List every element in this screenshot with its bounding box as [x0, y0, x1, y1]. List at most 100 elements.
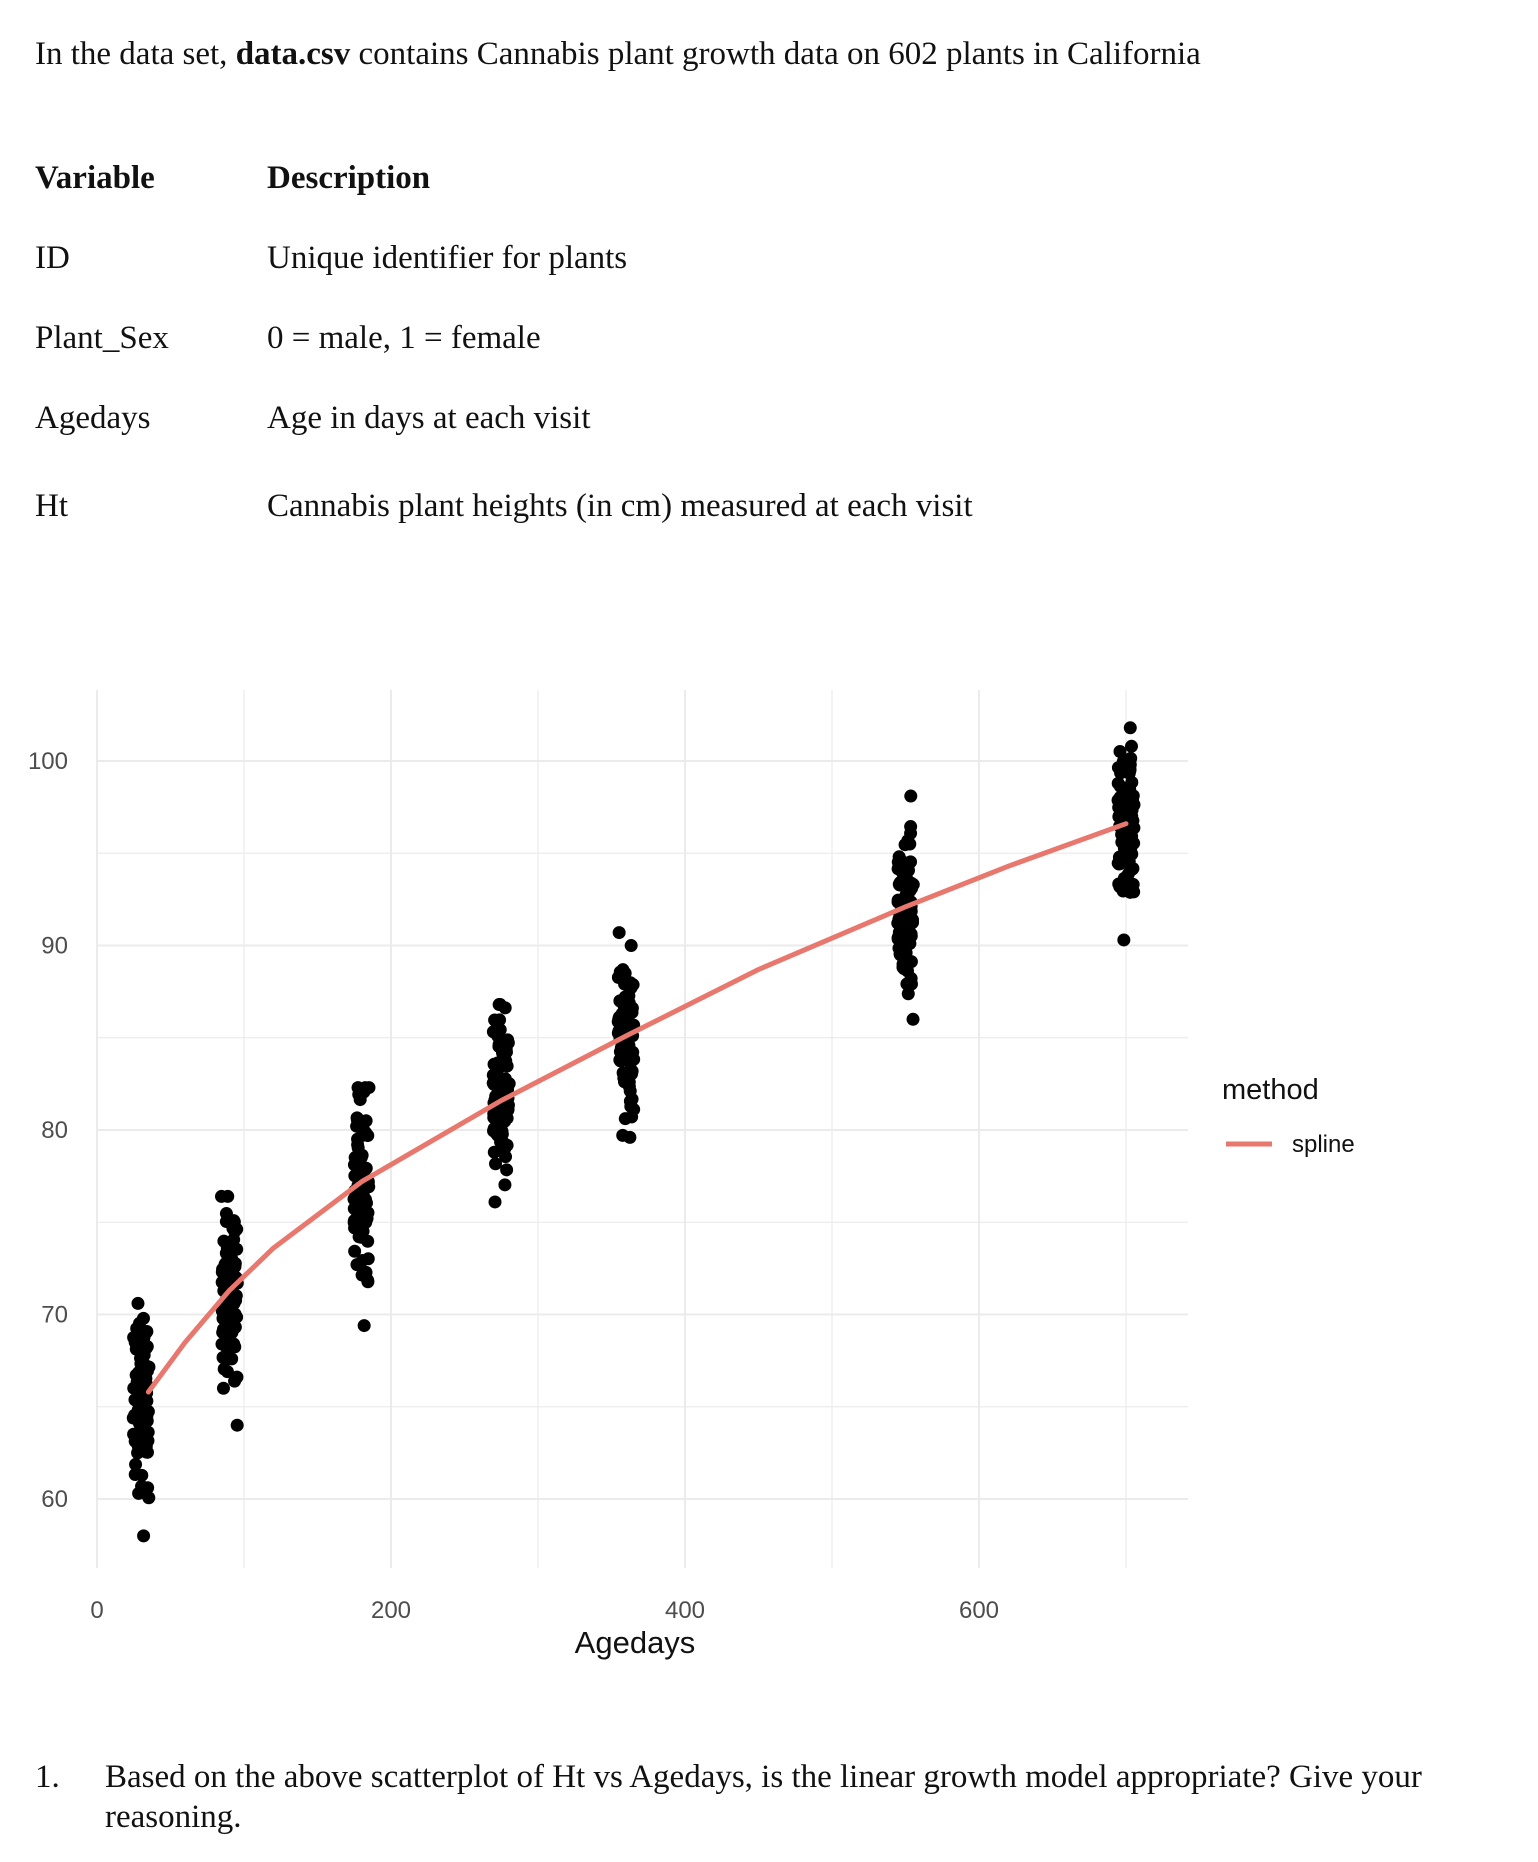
data-point	[1113, 744, 1127, 758]
data-point	[892, 912, 906, 926]
data-point	[140, 1409, 154, 1423]
variable-name: Agedays	[35, 400, 151, 436]
data-point	[137, 1370, 151, 1384]
data-point	[1120, 879, 1134, 893]
intro-filename: data.csv	[235, 36, 351, 72]
data-point	[129, 1457, 143, 1471]
data-point	[347, 1216, 361, 1230]
data-point	[361, 1234, 375, 1248]
data-point	[348, 1244, 362, 1258]
y-tick-label: 100	[28, 748, 68, 775]
data-point	[220, 1214, 234, 1228]
data-point	[136, 1311, 150, 1325]
data-point	[612, 926, 626, 940]
data-point	[489, 1066, 503, 1080]
question-text: Based on the above scatterplot of Ht vs …	[105, 1759, 1422, 1835]
x-tick-label: 0	[90, 1597, 103, 1624]
data-point	[906, 1012, 920, 1026]
question-number: 1.	[35, 1759, 60, 1795]
data-point	[498, 1001, 512, 1015]
data-point	[357, 1319, 371, 1333]
y-tick-label: 90	[41, 933, 68, 960]
data-point	[891, 862, 905, 876]
data-point	[132, 1486, 146, 1500]
data-point	[140, 1340, 154, 1354]
data-point	[135, 1468, 149, 1482]
data-point	[626, 978, 640, 992]
data-point	[220, 1263, 234, 1277]
data-point	[616, 1128, 630, 1142]
data-point	[142, 1491, 156, 1505]
data-point	[1116, 787, 1130, 801]
data-point	[904, 977, 918, 991]
data-point	[216, 1381, 230, 1395]
data-point	[137, 1529, 151, 1543]
data-point	[1117, 933, 1131, 947]
data-point	[489, 1157, 503, 1171]
data-point	[1115, 835, 1129, 849]
variable-description: Unique identifier for plants	[267, 240, 628, 276]
data-point	[1113, 850, 1127, 864]
header-description: Description	[267, 160, 431, 196]
data-point	[134, 1437, 148, 1451]
data-point	[500, 1163, 514, 1177]
data-point	[624, 1099, 638, 1113]
data-point	[354, 1115, 368, 1129]
data-point	[134, 1351, 148, 1365]
spline-curve-group	[145, 821, 1129, 1395]
data-points	[126, 721, 1141, 1543]
data-point	[498, 1178, 512, 1192]
data-point	[901, 987, 915, 1001]
x-tick-label: 400	[665, 1597, 705, 1624]
legend: method spline	[1222, 1074, 1355, 1158]
spline-line	[145, 821, 1129, 1395]
data-point	[132, 1391, 146, 1405]
variable-name: ID	[35, 240, 70, 276]
data-point	[619, 1009, 633, 1023]
data-point	[898, 929, 912, 943]
data-point	[1124, 824, 1138, 838]
data-point	[214, 1189, 228, 1203]
variable-description: 0 = male, 1 = female	[267, 320, 541, 356]
y-tick-label: 70	[41, 1302, 68, 1329]
variable-name: Plant_Sex	[35, 320, 169, 356]
data-point	[362, 1081, 376, 1095]
data-point	[230, 1310, 244, 1324]
data-point	[131, 1296, 145, 1310]
data-point	[613, 1054, 627, 1068]
variable-description: Cannabis plant heights (in cm) measured …	[267, 488, 973, 524]
variable-description: Age in days at each visit	[267, 400, 591, 436]
data-point	[489, 1120, 503, 1134]
data-point	[356, 1253, 370, 1267]
data-point	[1124, 844, 1138, 858]
y-axis-title: Ht	[0, 1123, 1, 1154]
data-point	[501, 1098, 515, 1112]
data-point	[219, 1339, 233, 1353]
data-point	[624, 1047, 638, 1061]
grid-lines	[96, 690, 1188, 1568]
x-tick-label: 600	[959, 1597, 999, 1624]
data-point	[904, 789, 918, 803]
data-point	[1123, 721, 1137, 735]
y-tick-label: 60	[41, 1486, 68, 1513]
data-point	[355, 1268, 369, 1282]
data-point	[216, 1351, 230, 1365]
data-point	[351, 1199, 365, 1213]
data-point	[351, 1167, 365, 1181]
data-point	[139, 1326, 153, 1340]
intro-sentence: In the data set, data.csv contains Canna…	[35, 36, 1201, 73]
data-point	[901, 834, 915, 848]
data-point	[616, 963, 630, 977]
data-point	[624, 939, 638, 953]
data-point	[623, 1084, 637, 1098]
legend-title: method	[1222, 1074, 1319, 1106]
data-point	[355, 1148, 369, 1162]
x-axis-title: Agedays	[575, 1625, 696, 1660]
data-point	[351, 1138, 365, 1152]
data-point	[488, 1195, 502, 1209]
data-point	[221, 1324, 235, 1338]
data-point	[230, 1370, 244, 1384]
intro-after: contains Cannabis plant growth data on 6…	[350, 36, 1201, 72]
data-point	[359, 1209, 373, 1223]
header-variable: Variable	[35, 160, 155, 196]
